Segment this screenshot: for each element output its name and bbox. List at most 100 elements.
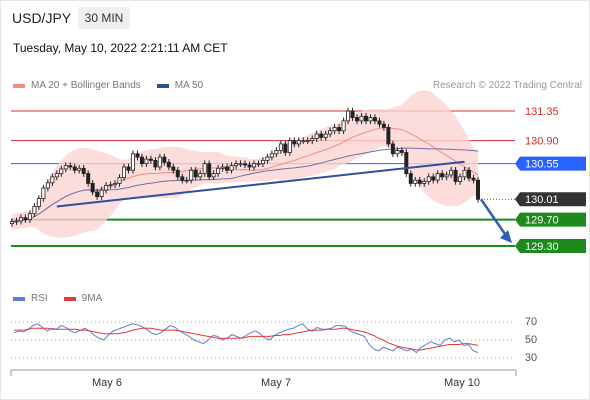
candle-body bbox=[431, 176, 436, 181]
candle-body bbox=[81, 167, 86, 174]
candle-body bbox=[36, 198, 41, 207]
candle-body bbox=[77, 167, 82, 171]
rsi-legend-swatch bbox=[13, 296, 25, 301]
candle-body bbox=[435, 173, 440, 181]
candle-body bbox=[332, 127, 337, 132]
last-tag bbox=[515, 192, 586, 207]
candle-body bbox=[444, 174, 449, 178]
candle-body bbox=[440, 173, 445, 178]
candle-body bbox=[355, 117, 360, 122]
candle-body bbox=[305, 140, 310, 143]
candle-body bbox=[166, 161, 171, 168]
candle-body bbox=[171, 166, 176, 171]
candle-body bbox=[63, 165, 68, 170]
candle-body bbox=[381, 123, 386, 128]
candle-body bbox=[341, 120, 346, 132]
candle-body bbox=[467, 169, 472, 179]
ma50-legend-label: MA 50 bbox=[174, 80, 204, 91]
candle-body bbox=[247, 164, 252, 168]
candle-body bbox=[328, 130, 333, 135]
candle-body bbox=[238, 163, 243, 166]
candle-body bbox=[32, 206, 37, 215]
timeframe-button[interactable]: 30 MIN bbox=[78, 7, 130, 29]
candle-body bbox=[260, 159, 265, 165]
ma20-legend-swatch bbox=[13, 83, 25, 88]
candle-body bbox=[422, 181, 427, 184]
candle-body bbox=[359, 115, 364, 122]
ma50-line bbox=[11, 147, 479, 223]
forecast-arrow bbox=[479, 198, 509, 238]
candle-body bbox=[386, 127, 391, 145]
candle-body bbox=[449, 169, 454, 176]
candle-body bbox=[50, 176, 55, 184]
candle-body bbox=[162, 156, 167, 163]
candle-body bbox=[368, 117, 373, 122]
rsi-tick-label: 70 bbox=[525, 316, 537, 328]
candle-body bbox=[9, 221, 14, 225]
candle-body bbox=[462, 169, 467, 178]
resistance-label: 131.35 bbox=[525, 106, 559, 118]
x-tick-label: May 6 bbox=[92, 377, 122, 389]
candle-body bbox=[417, 179, 422, 184]
candle-body bbox=[363, 115, 368, 122]
candle-body bbox=[99, 189, 104, 198]
candle-body bbox=[189, 169, 194, 181]
candle-body bbox=[220, 166, 225, 169]
candle-body bbox=[216, 167, 221, 174]
candle-body bbox=[296, 140, 301, 145]
candle-body bbox=[350, 110, 355, 118]
candle-body bbox=[41, 187, 46, 199]
candle-body bbox=[180, 176, 185, 181]
candle-body bbox=[139, 156, 144, 165]
rsi-line bbox=[13, 323, 479, 354]
candle-body bbox=[323, 133, 328, 138]
candle-body bbox=[337, 127, 342, 132]
candle-body bbox=[175, 169, 180, 178]
x-tick-label: May 7 bbox=[261, 377, 291, 389]
candle-body bbox=[45, 182, 50, 189]
candle-body bbox=[59, 168, 64, 174]
candle-body bbox=[377, 120, 382, 125]
candle-body bbox=[314, 133, 319, 140]
candle-body bbox=[390, 143, 395, 155]
candle-body bbox=[278, 143, 283, 151]
trendline bbox=[56, 160, 465, 208]
ma20-legend-label: MA 20 + Bollinger Bands bbox=[31, 80, 141, 91]
resistance-label: 130.90 bbox=[525, 136, 559, 148]
candle-body bbox=[404, 152, 409, 174]
candle-body bbox=[242, 163, 247, 166]
candle-body bbox=[426, 176, 431, 182]
last-label: 130.01 bbox=[525, 194, 559, 206]
candle-body bbox=[207, 163, 212, 178]
candle-body bbox=[346, 110, 351, 122]
datetime-label: Tuesday, May 10, 2022 2:21:11 AM CET bbox=[13, 41, 228, 55]
candle-body bbox=[202, 163, 207, 174]
candle-body bbox=[126, 166, 131, 171]
candle-body bbox=[283, 143, 288, 153]
candle-body bbox=[122, 166, 127, 178]
candle-body bbox=[72, 166, 77, 171]
candle-body bbox=[251, 163, 256, 168]
rsi-legend-label: RSI bbox=[31, 293, 48, 304]
x-tick-label: May 10 bbox=[444, 377, 480, 389]
candle-body bbox=[157, 156, 162, 168]
candle-body bbox=[198, 173, 203, 178]
main-legend: MA 20 + Bollinger Bands MA 50 bbox=[13, 80, 203, 91]
candle-body bbox=[225, 166, 230, 171]
candle-body bbox=[153, 159, 158, 168]
rsi-tick-label: 30 bbox=[525, 352, 537, 364]
candle-body bbox=[193, 169, 198, 178]
candle-body bbox=[108, 184, 113, 187]
candle-body bbox=[471, 177, 476, 181]
copyright-text: Research © 2022 Trading Central bbox=[432, 80, 582, 91]
candle-body bbox=[68, 165, 73, 168]
candle-body bbox=[148, 158, 153, 161]
candle-body bbox=[184, 179, 189, 182]
candle-body bbox=[372, 117, 377, 122]
candle-body bbox=[117, 177, 122, 184]
pivot-tag bbox=[515, 156, 586, 171]
candle-body bbox=[265, 156, 270, 161]
candle-body bbox=[130, 153, 135, 171]
candle-body bbox=[458, 176, 463, 182]
